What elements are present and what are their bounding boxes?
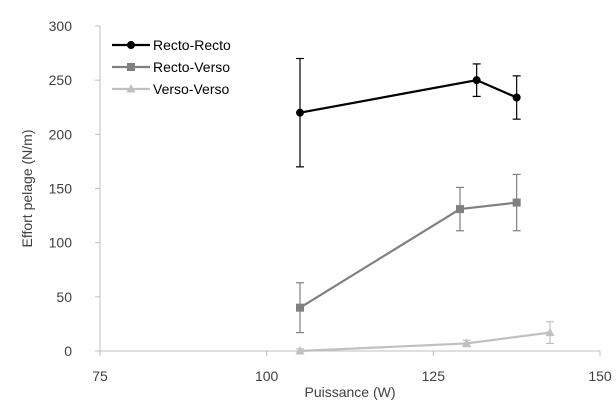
axes: 0 50 100 150 200 250 300 75 100 125 150: [49, 18, 612, 384]
data-point: [462, 338, 472, 347]
data-point: [545, 327, 555, 337]
y-axis-title: Effort pelage (N/m): [19, 129, 35, 247]
series-line-recto-verso: [299, 201, 517, 309]
legend-label: Recto-Verso: [153, 59, 230, 75]
x-tick-label: 100: [255, 368, 279, 384]
x-axis-title: Puissance (W): [304, 384, 395, 400]
y-tick-label: 50: [56, 289, 72, 305]
data-point: [512, 198, 521, 207]
y-tick-label: 200: [49, 126, 73, 142]
legend-marker: [126, 84, 136, 93]
legend-item-recto-recto: Recto-Recto: [112, 37, 231, 53]
legend: Recto-Recto Recto-Verso Verso-Verso: [112, 37, 231, 97]
data-point: [296, 303, 304, 312]
y-tick-label: 100: [49, 235, 73, 251]
legend-item-recto-verso: Recto-Verso: [112, 59, 230, 75]
legend-marker: [127, 41, 135, 49]
data-point: [472, 76, 481, 85]
series-line-recto-recto: [299, 79, 518, 114]
series-line-verso-verso: [299, 331, 551, 353]
x-tick-label: 125: [422, 368, 446, 384]
legend-label: Recto-Recto: [153, 37, 231, 53]
y-tick-label: 0: [64, 343, 72, 359]
series-verso-verso: [295, 321, 555, 355]
legend-item-verso-verso: Verso-Verso: [112, 81, 229, 97]
data-point: [295, 346, 305, 355]
series-recto-verso: [296, 173, 521, 334]
series-layer: [295, 57, 555, 355]
series-recto-recto: [296, 57, 521, 168]
y-tick-label: 150: [49, 181, 73, 197]
legend-label: Verso-Verso: [153, 81, 229, 97]
y-tick-label: 300: [49, 18, 73, 34]
x-tick-label: 150: [588, 368, 612, 384]
legend-marker: [127, 63, 135, 71]
data-point: [512, 93, 521, 102]
y-tick-label: 250: [49, 72, 73, 88]
data-point: [456, 205, 464, 214]
data-point: [296, 108, 304, 117]
x-tick-label: 75: [92, 368, 108, 384]
